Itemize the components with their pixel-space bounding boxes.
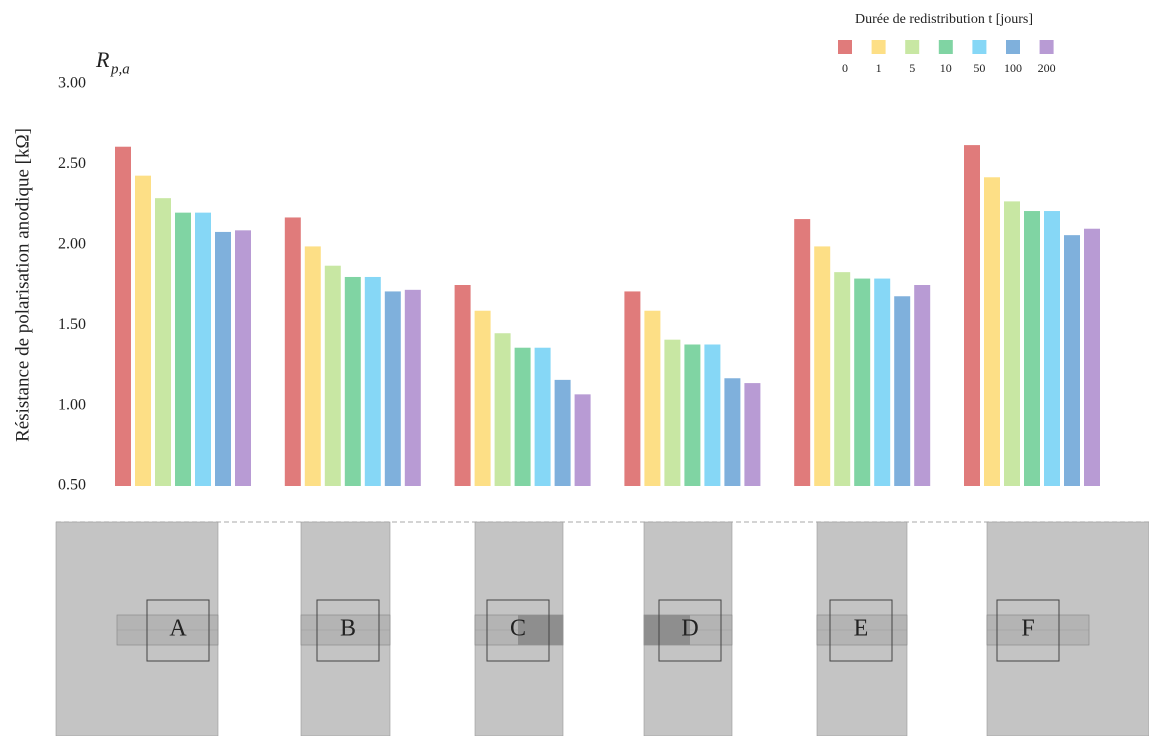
bar bbox=[684, 344, 701, 486]
legend-label: 50 bbox=[973, 61, 985, 75]
bar bbox=[384, 291, 401, 486]
y-tick-label: 0.50 bbox=[58, 477, 86, 494]
y-symbol-subscript: p,a bbox=[110, 61, 130, 77]
legend-swatch bbox=[1039, 40, 1054, 54]
bar bbox=[215, 231, 231, 486]
zone-box bbox=[829, 599, 893, 662]
bar bbox=[574, 394, 591, 486]
bar bbox=[195, 212, 211, 486]
bar bbox=[964, 145, 980, 486]
y-tick-label: 2.00 bbox=[58, 235, 86, 252]
bar bbox=[324, 265, 341, 486]
legend-label: 10 bbox=[940, 61, 952, 75]
bar bbox=[664, 339, 681, 486]
bar bbox=[175, 212, 191, 486]
bar bbox=[235, 230, 251, 486]
legend-swatch bbox=[1006, 40, 1020, 54]
zone-label: B bbox=[340, 616, 356, 642]
bar bbox=[644, 310, 661, 486]
bar bbox=[155, 198, 171, 486]
bar bbox=[874, 278, 891, 486]
bar bbox=[494, 333, 511, 486]
zone-label: A bbox=[169, 616, 187, 642]
bar bbox=[404, 289, 421, 486]
legend-swatch bbox=[838, 40, 852, 54]
dark-zone bbox=[518, 615, 563, 645]
legend-label: 5 bbox=[909, 61, 915, 75]
bar bbox=[135, 175, 151, 486]
bar bbox=[344, 276, 361, 486]
zone-label: D bbox=[681, 616, 698, 642]
zone-box bbox=[486, 599, 550, 662]
legend-label: 100 bbox=[1004, 61, 1022, 75]
legend-label: 1 bbox=[876, 61, 882, 75]
bar bbox=[834, 272, 851, 486]
zone-box bbox=[146, 599, 210, 662]
y-axis-label: Résistance de polarisation anodique [kΩ] bbox=[12, 128, 33, 442]
diagram: A B C D E F bbox=[55, 521, 1149, 736]
bar bbox=[704, 344, 721, 486]
y-symbol: R bbox=[95, 47, 110, 72]
bar bbox=[724, 378, 741, 486]
bar bbox=[794, 219, 811, 486]
zone-box bbox=[316, 599, 380, 662]
bar bbox=[1004, 201, 1020, 486]
bar bbox=[364, 276, 381, 486]
legend-swatch bbox=[938, 40, 953, 54]
bar bbox=[514, 347, 531, 486]
bar bbox=[1044, 211, 1060, 487]
zone-label: F bbox=[1021, 616, 1034, 642]
y-tick-label: 2.50 bbox=[58, 155, 86, 172]
bar bbox=[454, 285, 471, 486]
bar bbox=[304, 246, 321, 486]
zone-label: E bbox=[854, 616, 869, 642]
dark-zone bbox=[644, 615, 690, 645]
bar bbox=[1084, 228, 1100, 486]
bar bbox=[474, 310, 491, 486]
bar bbox=[1064, 235, 1080, 486]
bar bbox=[854, 278, 871, 486]
y-tick-label: 1.50 bbox=[58, 316, 86, 333]
y-tick-label: 3.00 bbox=[58, 75, 86, 92]
zone-box bbox=[996, 599, 1060, 662]
bar bbox=[984, 177, 1000, 486]
bar bbox=[534, 347, 551, 486]
zone-label: C bbox=[510, 616, 526, 642]
legend-title: Durée de redistribution t [jours] bbox=[855, 12, 1033, 27]
bar bbox=[914, 285, 931, 486]
legend-label: 200 bbox=[1038, 61, 1056, 75]
y-tick-label: 1.00 bbox=[58, 396, 86, 413]
legend-swatch bbox=[905, 40, 920, 54]
bar bbox=[894, 296, 911, 486]
bar bbox=[744, 383, 761, 486]
legend-swatch bbox=[871, 40, 886, 54]
bar bbox=[814, 246, 831, 486]
bar bbox=[554, 379, 571, 486]
legend-label: 0 bbox=[842, 61, 848, 75]
bar bbox=[115, 146, 131, 486]
zone-box bbox=[658, 599, 722, 662]
bar bbox=[624, 291, 641, 486]
bar bbox=[284, 217, 301, 487]
bar bbox=[1024, 211, 1040, 487]
legend-swatch bbox=[972, 40, 987, 54]
